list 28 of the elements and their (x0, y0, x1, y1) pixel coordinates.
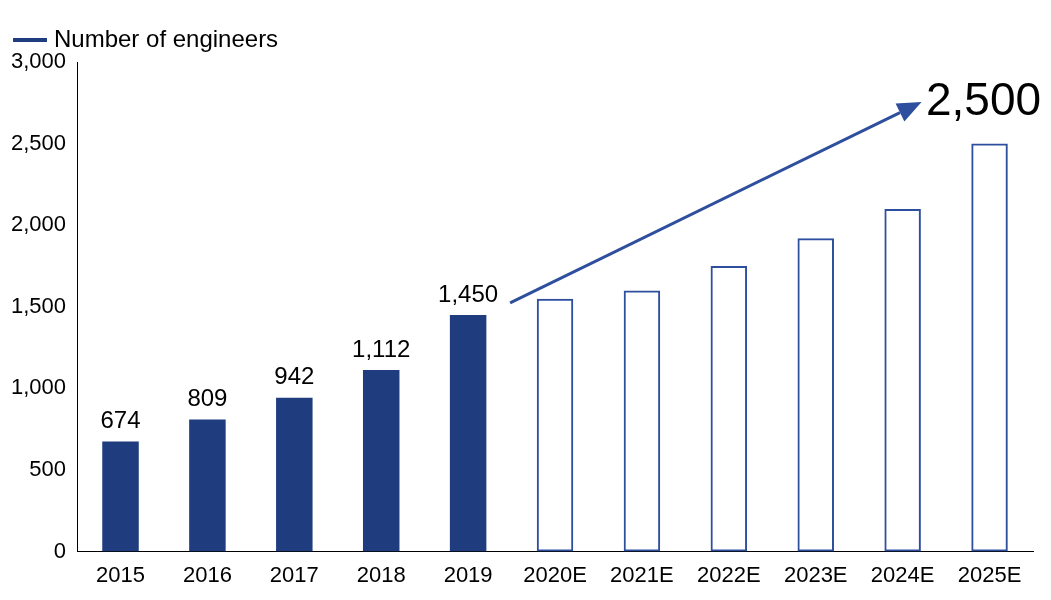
bar (449, 314, 487, 552)
bar (362, 370, 400, 552)
bar (276, 397, 313, 552)
y-tick-label: 1,000 (10, 374, 67, 400)
data-label: 1,112 (352, 334, 411, 362)
y-tick-label: 1,500 (10, 292, 67, 318)
x-tick-label: 2019 (443, 561, 493, 587)
data-label: 809 (187, 384, 228, 412)
x-tick-label: 2017 (269, 561, 319, 587)
x-tick-label: 2023E (783, 561, 848, 587)
x-tick-label: 2025E (957, 561, 1022, 587)
data-label: 674 (100, 406, 141, 434)
x-tick-label: 2022E (697, 561, 761, 587)
x-tick-label: 2020E (523, 561, 587, 587)
data-label: 1,450 (438, 279, 499, 307)
x-tick-label: 2024E (870, 561, 935, 587)
x-tick-label: 2021E (610, 561, 674, 587)
x-tick-label: 2018 (356, 561, 406, 587)
y-tick-label: 0 (53, 537, 67, 563)
annotation: 2,500 (925, 72, 1042, 125)
bar (102, 441, 139, 552)
y-tick-label: 2,500 (10, 129, 67, 155)
y-tick-label: 500 (29, 456, 67, 482)
bar (189, 419, 226, 552)
x-tick-label: 2016 (182, 561, 232, 587)
x-tick-label: 2015 (96, 561, 145, 587)
data-label: 942 (274, 362, 315, 390)
y-tick-label: 2,000 (10, 211, 67, 237)
